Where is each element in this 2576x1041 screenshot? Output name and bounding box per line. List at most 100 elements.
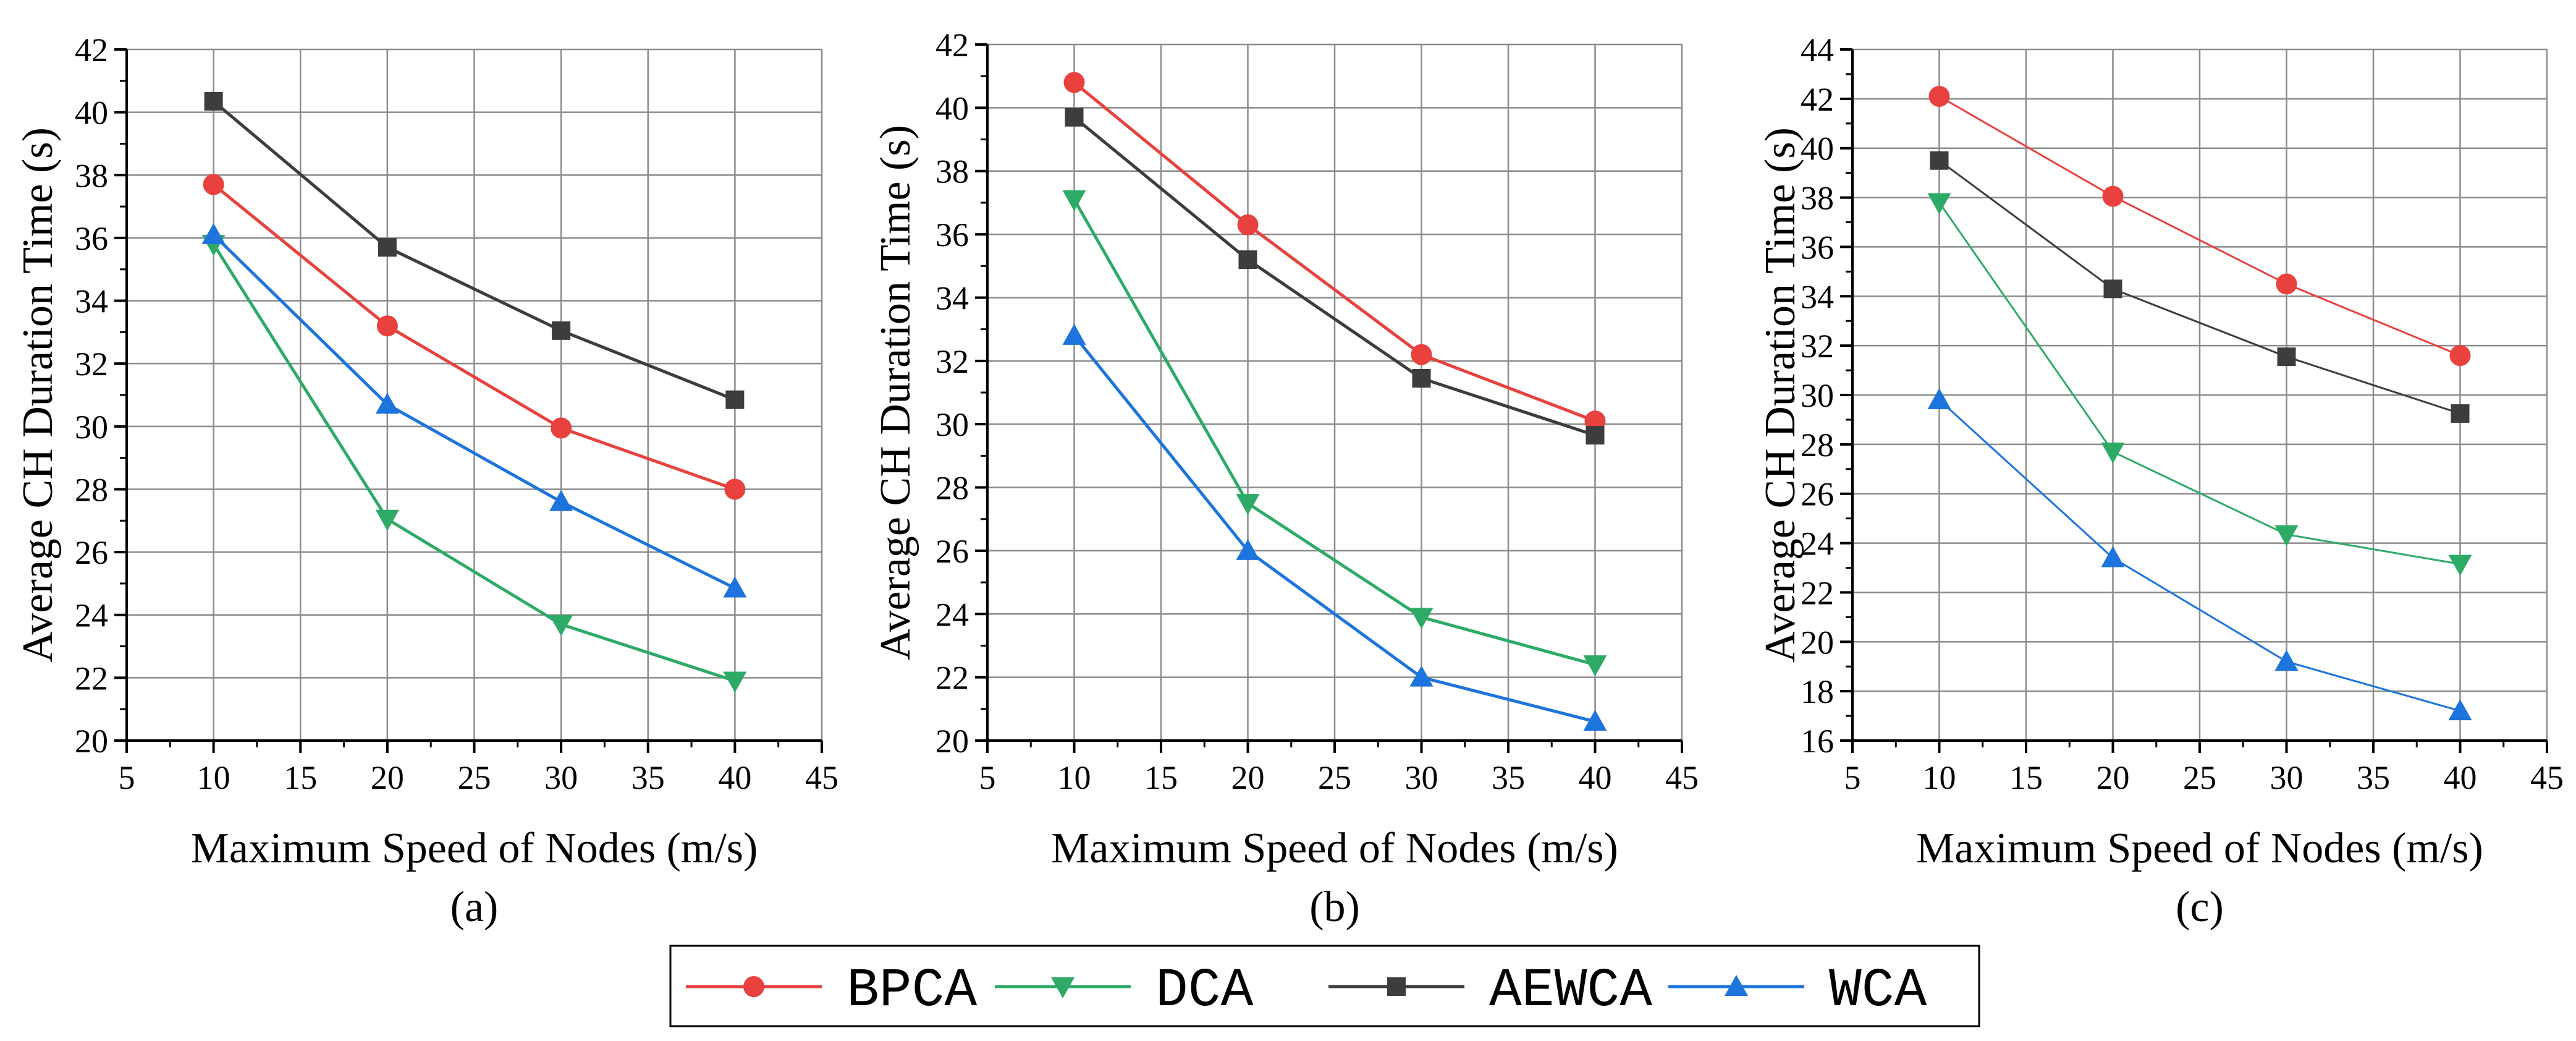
series-aewca: [1930, 151, 2470, 423]
series-aewca: [1065, 108, 1605, 445]
marker-dca-0: [1927, 193, 1951, 215]
series-dca: [1927, 193, 2472, 576]
legend-label: DCA: [1155, 961, 1254, 1022]
series-line-wca: [212, 234, 736, 590]
marker-wca-3: [2448, 699, 2472, 721]
y-axis-title: Average CH Duration Time (s): [14, 127, 62, 663]
marker-wca-1: [2101, 546, 2125, 567]
y-tick-label: 38: [935, 153, 969, 190]
y-tick-label: 30: [1801, 377, 1834, 414]
marker-dca-1: [2101, 442, 2125, 464]
y-tick-label: 44: [1801, 32, 1834, 69]
y-tick-label: 38: [1801, 180, 1834, 217]
y-tick-label: 18: [1801, 673, 1834, 710]
y-tick-label: 24: [1801, 525, 1834, 563]
marker-wca-0: [1927, 388, 1951, 409]
panel-label: (a): [450, 883, 499, 931]
y-tick-label: 28: [75, 471, 108, 508]
y-axis-title: Average CH Duration Time (s): [1757, 127, 1804, 663]
y-tick-label: 40: [1801, 130, 1834, 168]
legend-item-bpca: BPCA: [686, 961, 977, 1022]
grid-2: [987, 43, 1683, 741]
marker-aewca-0: [204, 91, 223, 111]
series-line-dca: [1073, 198, 1596, 666]
marker-bpca-0: [1063, 72, 1085, 93]
series-line-bpca: [1938, 95, 2461, 357]
marker-bpca-0: [1928, 85, 1950, 107]
legend: BPCA DCA AEWCA WCA: [669, 945, 1980, 1027]
marker-dca-3: [2448, 554, 2472, 576]
y-tick-label: 22: [1801, 574, 1834, 611]
series-line-wca: [1938, 399, 2460, 712]
x-tick-label: 35: [2357, 759, 2390, 796]
marker-aewca-0: [1065, 108, 1084, 127]
series-line-aewca: [213, 100, 736, 401]
series-line-aewca: [1938, 159, 2460, 415]
marker-legend-bpca-0: [743, 976, 764, 997]
marker-aewca-1: [2103, 279, 2122, 299]
marker-dca-2: [2274, 525, 2299, 546]
y-tick-label: 40: [935, 90, 969, 127]
panels: 5 10 15 20 25 30 35 40 45 20 22 24 26 28 30 32 34 36 38 40 4…: [14, 27, 2564, 931]
series-line-dca: [212, 243, 736, 682]
grid-3: [1852, 48, 2548, 741]
series-dca: [1062, 190, 1607, 677]
x-tick-label: 40: [1579, 759, 1612, 796]
y-tick-label: 20: [75, 723, 108, 760]
x-tick-label: 45: [2530, 759, 2564, 796]
marker-aewca-1: [1238, 250, 1257, 270]
marker-bpca-2: [1411, 344, 1432, 365]
x-tick-label: 20: [371, 759, 404, 796]
marker-aewca-1: [378, 238, 397, 257]
y-tick-label: 28: [935, 470, 969, 507]
series-wca: [1927, 388, 2472, 721]
y-tick-label: 20: [935, 723, 969, 760]
y-tick-label: 26: [935, 533, 969, 570]
legend-item-wca: WCA: [1668, 961, 1927, 1022]
panel-2: 5 10 15 20 25 30 35 40 45 20 22 24 26 28 30 32 34 36 38 40 4…: [872, 27, 1699, 931]
marker-dca-3: [723, 671, 747, 693]
y-tick-label: 32: [75, 346, 108, 383]
x-tick-label: 30: [2270, 759, 2304, 796]
marker-wca-0: [201, 223, 226, 244]
legend-entries: BPCA DCA AEWCA WCA: [686, 961, 1927, 1022]
legend-label: WCA: [1829, 961, 1927, 1022]
grid-1: [127, 48, 823, 741]
x-tick-label: 25: [1318, 759, 1351, 796]
panel-label: (c): [2176, 883, 2224, 931]
series-aewca: [204, 91, 745, 409]
marker-bpca-3: [724, 478, 746, 500]
y-tick-label: 42: [1801, 81, 1834, 118]
marker-dca-0: [1062, 190, 1086, 211]
y-tick-label: 26: [75, 534, 108, 571]
marker-wca-2: [1409, 665, 1434, 687]
series-bpca: [203, 174, 746, 500]
marker-aewca-2: [1412, 368, 1431, 388]
y-tick-label: 34: [75, 283, 108, 320]
panel-label: (b): [1309, 883, 1360, 931]
legend-label: AEWCA: [1489, 961, 1652, 1022]
x-tick-label: 15: [2009, 759, 2043, 796]
panel-3: 5 10 15 20 25 30 35 40 45 16 18 20 22 24 26 28 30 32 34 36 3…: [1757, 32, 2564, 931]
marker-aewca-2: [552, 321, 571, 340]
y-tick-label: 24: [75, 597, 108, 634]
marker-bpca-1: [1237, 214, 1259, 236]
y-tick-label: 30: [75, 409, 108, 446]
x-tick-label: 25: [2183, 759, 2216, 796]
marker-legend-dca-0: [1051, 977, 1075, 998]
y-tick-label: 34: [935, 279, 969, 317]
series-wca: [1062, 323, 1607, 731]
legend-item-aewca: AEWCA: [1328, 961, 1652, 1022]
x-axis-title: Maximum Speed of Nodes (m/s): [1916, 825, 2483, 872]
marker-wca-1: [1236, 538, 1260, 560]
y-tick-label: 42: [935, 27, 969, 64]
x-tick-label: 10: [1923, 759, 1956, 796]
x-tick-label: 40: [718, 759, 751, 796]
y-tick-label: 24: [935, 596, 969, 633]
marker-bpca-1: [2102, 185, 2124, 207]
x-tick-label: 35: [1492, 759, 1525, 796]
marker-aewca-3: [1586, 426, 1605, 445]
marker-bpca-2: [551, 417, 572, 439]
marker-dca-2: [1409, 608, 1434, 629]
y-tick-label: 34: [1801, 278, 1834, 315]
